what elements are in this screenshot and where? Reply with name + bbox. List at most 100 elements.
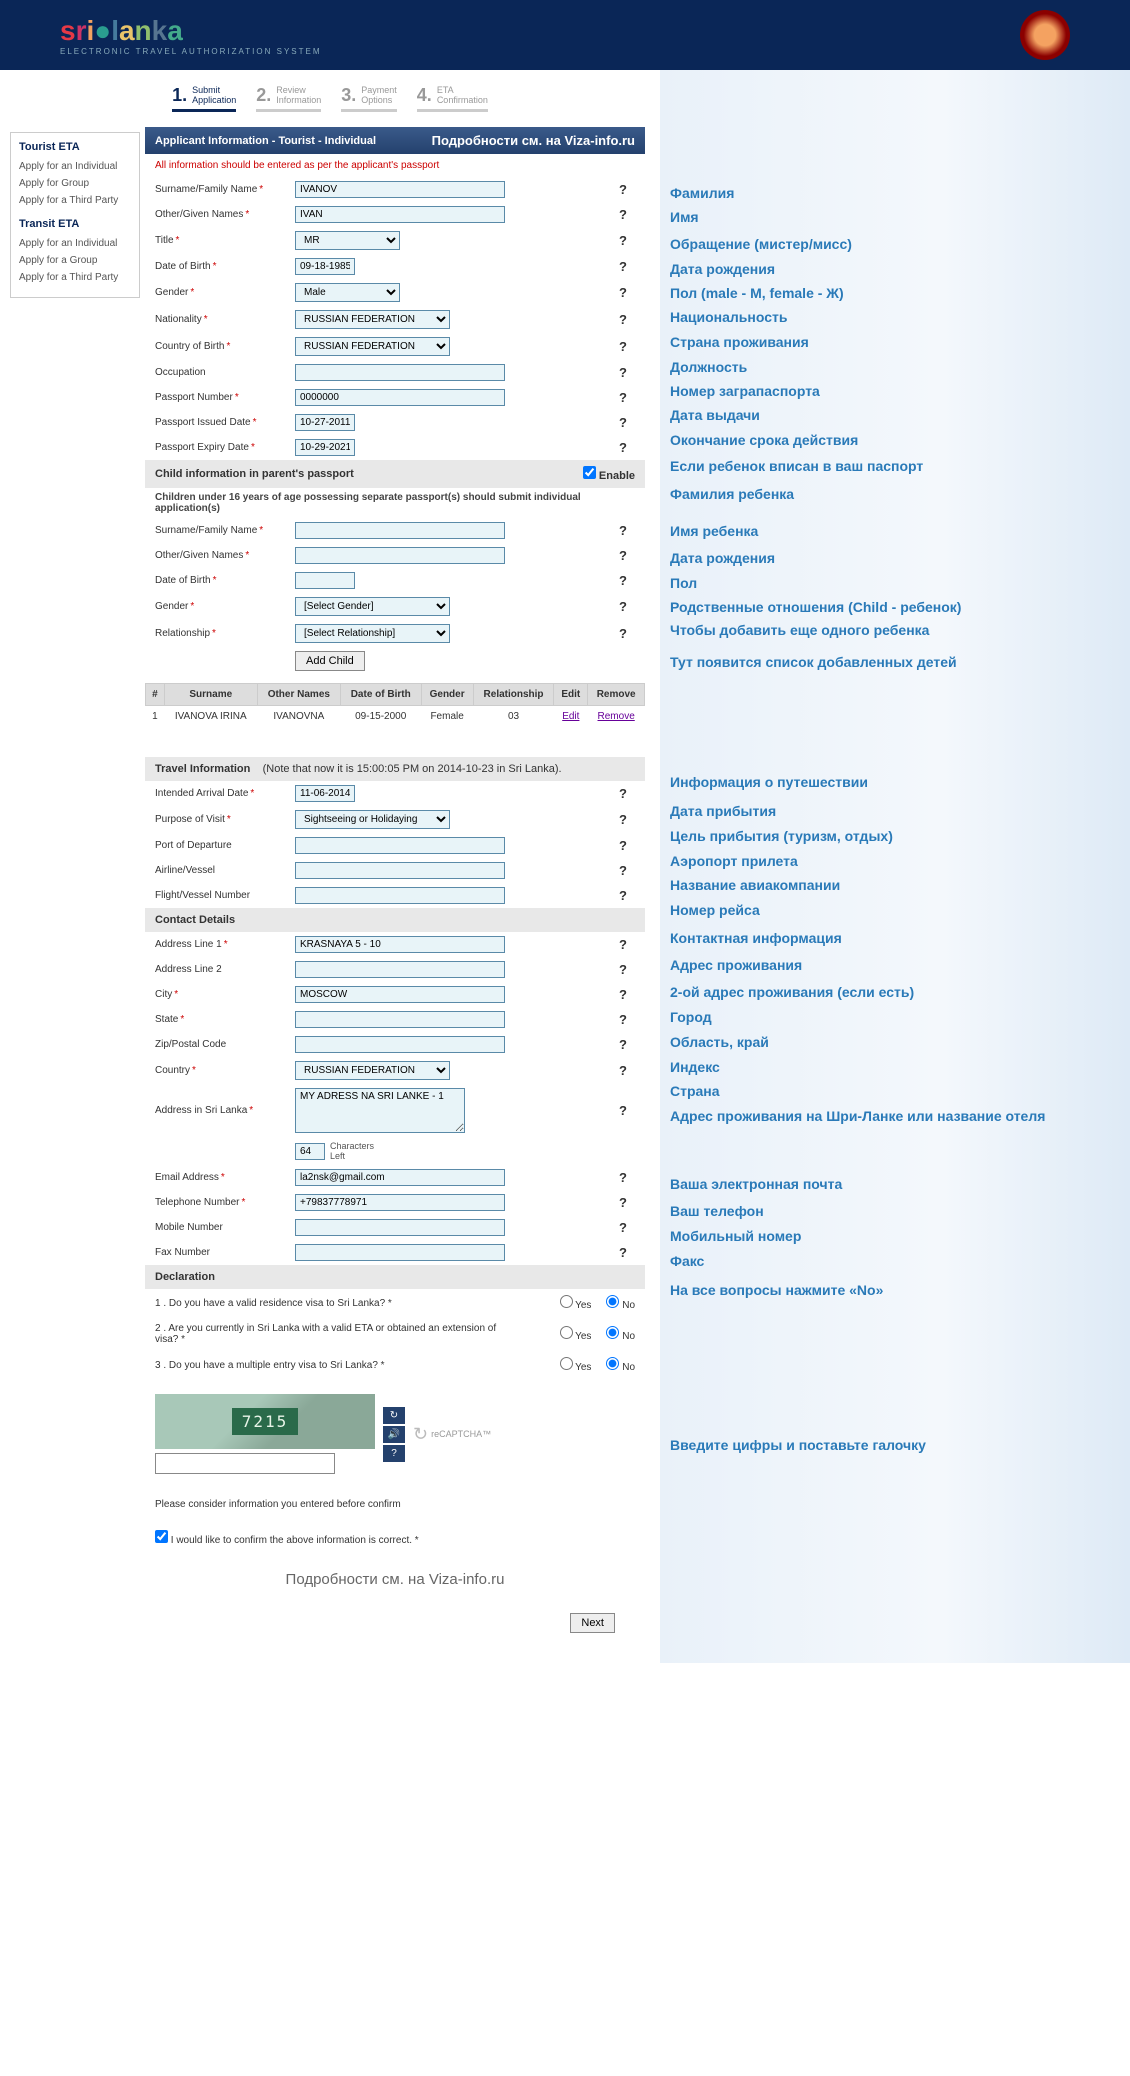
help-icon[interactable]: ? <box>619 390 627 405</box>
field-input[interactable] <box>295 364 505 381</box>
no-option[interactable]: No <box>606 1295 635 1311</box>
help-icon[interactable]: ? <box>619 888 627 903</box>
next-button[interactable]: Next <box>570 1613 615 1633</box>
field-input[interactable]: [Select Gender] <box>295 597 450 616</box>
field-input[interactable]: RUSSIAN FEDERATION <box>295 337 450 356</box>
help-icon[interactable]: ? <box>619 440 627 455</box>
field-input[interactable]: MR <box>295 231 400 250</box>
field-input[interactable] <box>295 986 505 1003</box>
field-input[interactable] <box>295 1036 505 1053</box>
yes-option[interactable]: Yes <box>560 1357 592 1373</box>
annotations-panel: ФамилияИмяОбращение (мистер/мисс)Дата ро… <box>660 70 1130 1663</box>
sidebar-link[interactable]: Apply for a Group <box>19 255 131 266</box>
help-icon[interactable]: ? <box>619 838 627 853</box>
help-icon[interactable]: ? <box>619 1195 627 1210</box>
help-icon[interactable]: ? <box>619 937 627 952</box>
annotation-country: Страна <box>660 1083 1130 1108</box>
help-icon[interactable]: ? <box>619 1245 627 1260</box>
field-input[interactable] <box>295 547 505 564</box>
help-icon[interactable]: ? <box>619 626 627 641</box>
help-icon[interactable]: ? <box>619 285 627 300</box>
help-icon[interactable]: ? <box>619 415 627 430</box>
yes-option[interactable]: Yes <box>560 1295 592 1311</box>
child-enable-checkbox[interactable] <box>583 466 596 479</box>
help-icon[interactable]: ? <box>619 573 627 588</box>
step: 1.SubmitApplication <box>172 85 236 112</box>
field-input[interactable] <box>295 961 505 978</box>
help-icon[interactable]: ? <box>619 1220 627 1235</box>
help-icon[interactable]: ? <box>619 987 627 1002</box>
field-input[interactable] <box>295 572 355 589</box>
field-input[interactable] <box>295 206 505 223</box>
sidebar-link[interactable]: Apply for Group <box>19 178 131 189</box>
captcha: 7215 ↻ 🔊 ? reCAPTCHA™ <box>155 1394 635 1474</box>
help-icon[interactable]: ? <box>619 312 627 327</box>
field-input[interactable] <box>295 1169 505 1186</box>
sidebar-link[interactable]: Apply for an Individual <box>19 238 131 249</box>
help-icon[interactable]: ? <box>619 182 627 197</box>
help-icon[interactable]: ? <box>619 1103 627 1118</box>
help-icon[interactable]: ? <box>619 1012 627 1027</box>
confirm-checkbox[interactable] <box>155 1530 168 1543</box>
help-icon[interactable]: ? <box>619 207 627 222</box>
help-icon[interactable]: ? <box>619 962 627 977</box>
captcha-input[interactable] <box>155 1453 335 1474</box>
sidebar-link[interactable]: Apply for an Individual <box>19 161 131 172</box>
yes-option[interactable]: Yes <box>560 1326 592 1342</box>
field-input[interactable] <box>295 181 505 198</box>
field-input[interactable] <box>295 1088 465 1133</box>
edit-link[interactable]: Edit <box>562 711 579 722</box>
annotation-decl: На все вопросы нажмите «No» <box>660 1282 1130 1437</box>
help-icon[interactable]: ? <box>619 1037 627 1052</box>
field-input[interactable] <box>295 785 355 802</box>
field-input[interactable]: RUSSIAN FEDERATION <box>295 310 450 329</box>
footer-note: Подробности см. на Viza-info.ru <box>145 1556 645 1603</box>
help-icon[interactable]: ? <box>619 1063 627 1078</box>
field-input[interactable] <box>295 887 505 904</box>
field-input[interactable]: RUSSIAN FEDERATION <box>295 1061 450 1080</box>
sidebar-link[interactable]: Apply for a Third Party <box>19 195 131 206</box>
field-input[interactable]: [Select Relationship] <box>295 624 450 643</box>
help-icon[interactable]: ? <box>619 233 627 248</box>
header: sri●lanka ELECTRONIC TRAVEL AUTHORIZATIO… <box>0 0 1130 70</box>
field-input[interactable] <box>295 862 505 879</box>
captcha-help-icon[interactable]: ? <box>383 1445 405 1462</box>
child-section-header: Child information in parent's passport E… <box>145 460 645 488</box>
form-row: Telephone Number? <box>145 1190 645 1215</box>
field-input[interactable] <box>295 414 355 431</box>
field-input[interactable]: Sightseeing or Holidaying <box>295 810 450 829</box>
field-input[interactable] <box>295 258 355 275</box>
field-input[interactable] <box>295 936 505 953</box>
no-option[interactable]: No <box>606 1357 635 1373</box>
help-icon[interactable]: ? <box>619 339 627 354</box>
field-input[interactable] <box>295 1244 505 1261</box>
help-icon[interactable]: ? <box>619 259 627 274</box>
declaration-section-header: Declaration <box>145 1265 645 1289</box>
sidebar-link[interactable]: Apply for a Third Party <box>19 272 131 283</box>
help-icon[interactable]: ? <box>619 599 627 614</box>
annotation-flight: Номер рейса <box>660 902 1130 930</box>
help-icon[interactable]: ? <box>619 548 627 563</box>
table-header: Date of Birth <box>340 684 421 706</box>
no-option[interactable]: No <box>606 1326 635 1342</box>
field-input[interactable] <box>295 1219 505 1236</box>
field-input[interactable] <box>295 389 505 406</box>
help-icon[interactable]: ? <box>619 365 627 380</box>
add-child-button[interactable]: Add Child <box>295 651 365 671</box>
captcha-audio-icon[interactable]: 🔊 <box>383 1426 405 1443</box>
field-input[interactable] <box>295 522 505 539</box>
help-icon[interactable]: ? <box>619 786 627 801</box>
help-icon[interactable]: ? <box>619 812 627 827</box>
form-row: City? <box>145 982 645 1007</box>
help-icon[interactable]: ? <box>619 863 627 878</box>
field-input[interactable] <box>295 837 505 854</box>
captcha-refresh-icon[interactable]: ↻ <box>383 1407 405 1424</box>
field-input[interactable] <box>295 1194 505 1211</box>
help-icon[interactable]: ? <box>619 1170 627 1185</box>
help-icon[interactable]: ? <box>619 523 627 538</box>
field-input[interactable] <box>295 439 355 456</box>
field-input[interactable]: Male <box>295 283 400 302</box>
field-input[interactable] <box>295 1011 505 1028</box>
remove-link[interactable]: Remove <box>598 711 635 722</box>
field-label: Date of Birth <box>155 575 295 586</box>
